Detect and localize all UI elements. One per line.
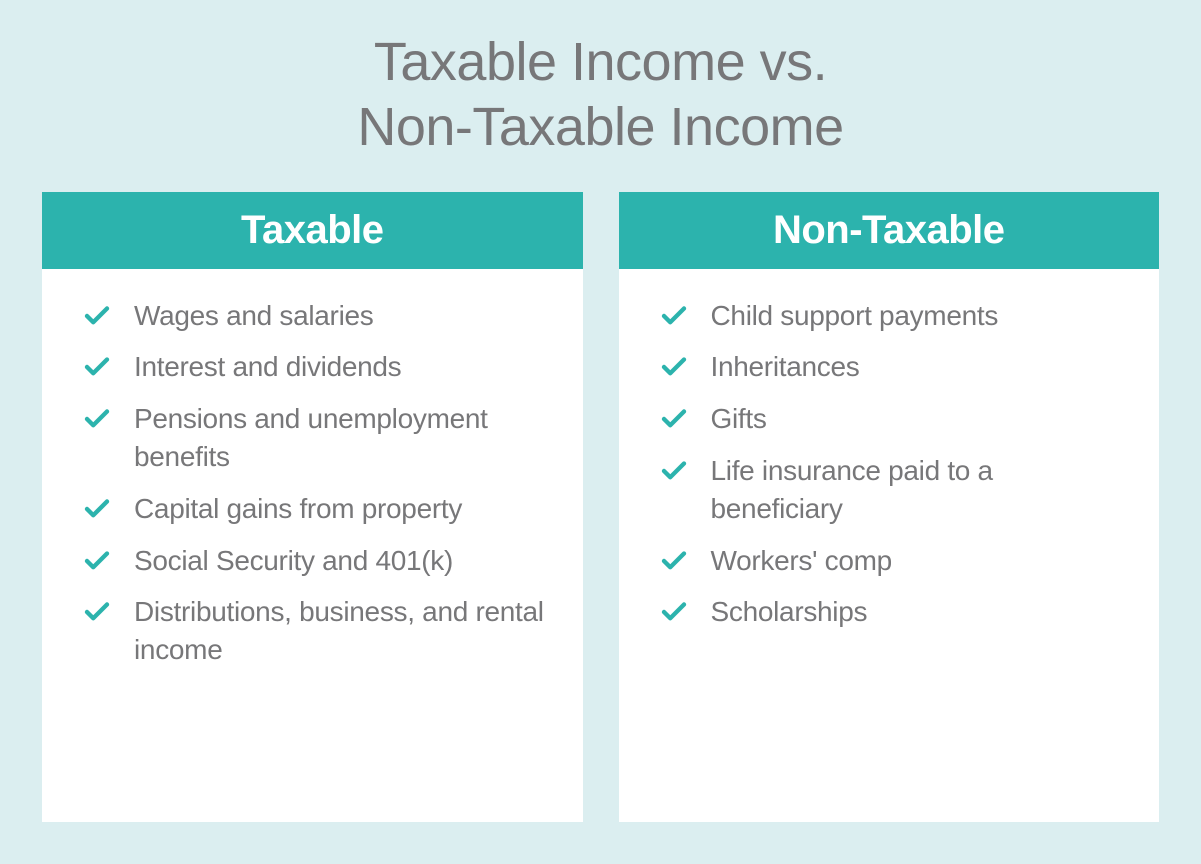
- non-taxable-body: Child support payments Inheritances Gift…: [619, 269, 1160, 674]
- check-icon: [82, 404, 112, 434]
- item-text: Pensions and unemployment benefits: [134, 400, 551, 476]
- check-icon: [659, 352, 689, 382]
- item-text: Social Security and 401(k): [134, 542, 453, 580]
- check-icon: [659, 404, 689, 434]
- item-text: Life insurance paid to a beneficiary: [711, 452, 1128, 528]
- taxable-card: Taxable Wages and salaries Interest and …: [42, 192, 583, 822]
- non-taxable-header: Non-Taxable: [619, 192, 1160, 269]
- check-icon: [659, 301, 689, 331]
- item-text: Gifts: [711, 400, 767, 438]
- item-text: Workers' comp: [711, 542, 892, 580]
- taxable-header: Taxable: [42, 192, 583, 269]
- columns-container: Taxable Wages and salaries Interest and …: [42, 192, 1159, 822]
- item-text: Inheritances: [711, 348, 860, 386]
- list-item: Pensions and unemployment benefits: [82, 400, 551, 476]
- non-taxable-card: Non-Taxable Child support payments Inher…: [619, 192, 1160, 822]
- item-text: Child support payments: [711, 297, 999, 335]
- list-item: Social Security and 401(k): [82, 542, 551, 580]
- check-icon: [82, 494, 112, 524]
- item-text: Distributions, business, and rental inco…: [134, 593, 551, 669]
- title-line-2: Non-Taxable Income: [357, 97, 843, 157]
- list-item: Capital gains from property: [82, 490, 551, 528]
- check-icon: [82, 546, 112, 576]
- list-item: Child support payments: [659, 297, 1128, 335]
- item-text: Capital gains from property: [134, 490, 462, 528]
- item-text: Wages and salaries: [134, 297, 373, 335]
- list-item: Scholarships: [659, 593, 1128, 631]
- check-icon: [82, 352, 112, 382]
- check-icon: [82, 597, 112, 627]
- title-line-1: Taxable Income vs.: [374, 32, 827, 92]
- check-icon: [659, 597, 689, 627]
- list-item: Workers' comp: [659, 542, 1128, 580]
- check-icon: [659, 456, 689, 486]
- list-item: Inheritances: [659, 348, 1128, 386]
- list-item: Interest and dividends: [82, 348, 551, 386]
- check-icon: [82, 301, 112, 331]
- item-text: Interest and dividends: [134, 348, 401, 386]
- page-title: Taxable Income vs. Non-Taxable Income: [42, 30, 1159, 160]
- check-icon: [659, 546, 689, 576]
- list-item: Wages and salaries: [82, 297, 551, 335]
- list-item: Gifts: [659, 400, 1128, 438]
- taxable-body: Wages and salaries Interest and dividend…: [42, 269, 583, 711]
- item-text: Scholarships: [711, 593, 868, 631]
- list-item: Life insurance paid to a beneficiary: [659, 452, 1128, 528]
- list-item: Distributions, business, and rental inco…: [82, 593, 551, 669]
